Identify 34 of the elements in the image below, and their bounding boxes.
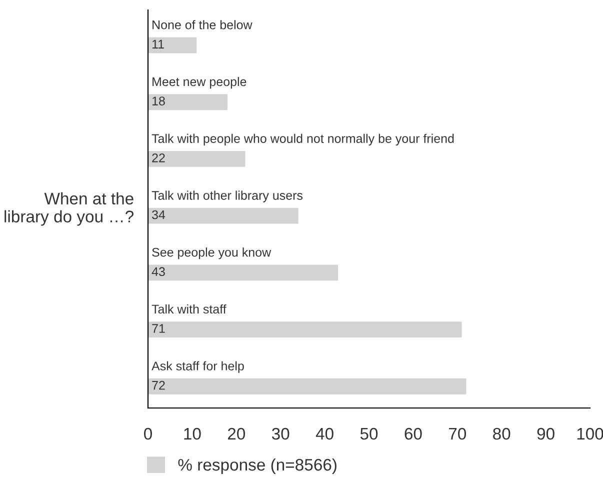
- bar: [148, 378, 466, 394]
- x-tick-label: 70: [448, 428, 466, 440]
- data-label: 11: [152, 40, 164, 48]
- bar: [148, 264, 338, 281]
- x-tick-label: 30: [272, 428, 290, 440]
- x-tick-label: 10: [184, 428, 201, 440]
- bar: [148, 208, 298, 224]
- data-label: 43: [152, 267, 165, 276]
- data-label: 22: [152, 153, 165, 162]
- x-tick-label: 60: [404, 428, 422, 440]
- bar: [148, 37, 197, 54]
- y-tick-label: Ask staff for help: [152, 361, 244, 373]
- x-tick-label: 80: [493, 428, 510, 440]
- x-tick-label: 90: [537, 428, 554, 440]
- data-label: 72: [152, 380, 165, 390]
- data-label: 71: [152, 324, 165, 333]
- x-tick-label: 50: [360, 428, 378, 440]
- bar: [148, 94, 228, 110]
- bar: [148, 322, 462, 338]
- bar: [148, 151, 246, 167]
- data-label: 34: [152, 210, 166, 220]
- x-tick-label: 100: [577, 428, 603, 440]
- x-tick-label: 40: [316, 428, 334, 440]
- y-tick-label: Talk with staff: [152, 304, 226, 314]
- data-label: 18: [152, 96, 165, 106]
- y-tick-label: Talk with other library users: [152, 190, 303, 202]
- x-tick-label: 0: [144, 428, 152, 440]
- y-tick-label: Meet new people: [152, 76, 246, 89]
- y-tick-label: Talk with people who would not normally be your friend: [152, 134, 454, 146]
- y-tick-label: See people you know: [152, 248, 272, 260]
- y-tick-label: None of the below: [152, 20, 252, 30]
- x-tick-label: 20: [228, 428, 246, 440]
- legend-label: % response (n=8566): [178, 458, 336, 474]
- y-axis-title: When at the library do you …?: [4, 192, 134, 226]
